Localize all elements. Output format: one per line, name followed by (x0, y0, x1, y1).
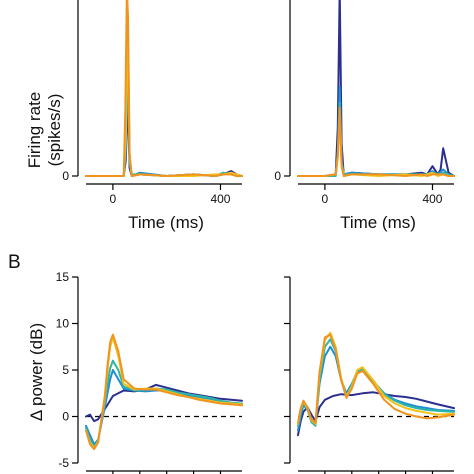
a-right-x-tick-label: 400 (422, 192, 442, 206)
a-right-series-2-line (297, 85, 455, 177)
b-left-series-5-line (85, 333, 243, 451)
a-right-y-tick-label: 0 (274, 169, 281, 183)
b-left-y-tick-label: 5 (62, 363, 69, 377)
a-right-series-3-line (297, 101, 455, 177)
delta-power-ylabel: Δ power (dB) (27, 323, 46, 421)
a-left-x-tick-label: 0 (110, 192, 117, 206)
b-left-y-tick-label: 0 (62, 410, 69, 424)
a-right-series-4-line (297, 109, 455, 177)
a-right-x-tick-label: 0 (322, 192, 329, 206)
a-left-series-1-line (85, 93, 243, 177)
a-left-series-3-line (85, 36, 243, 177)
b-left-series-2-line (85, 369, 243, 446)
b-left-series-1-line (85, 383, 243, 423)
a-left-series-5-line (85, 0, 243, 177)
panel-a-left-xlabel: Time (ms) (128, 213, 204, 232)
firing-rate-ylabel-line2: (spikes/s) (45, 94, 64, 167)
a-right-series-5-line (297, 106, 455, 177)
a-left-series-4-line (85, 12, 243, 177)
panel-a-right-xlabel: Time (ms) (340, 213, 416, 232)
panel-b-label: B (8, 252, 21, 273)
a-left-y-tick-label: 0 (62, 169, 69, 183)
a-left-x-tick-label: 400 (210, 192, 230, 206)
a-right-series-1-line (297, 0, 455, 177)
b-right-series-5-line (297, 333, 455, 424)
firing-rate-ylabel-line1: Firing rate (25, 92, 44, 169)
b-left-y-tick-label: -5 (58, 456, 69, 470)
b-left-y-tick-label: 10 (56, 317, 70, 331)
b-left-y-tick-label: 15 (56, 270, 70, 284)
a-left-series-2-line (85, 61, 243, 177)
